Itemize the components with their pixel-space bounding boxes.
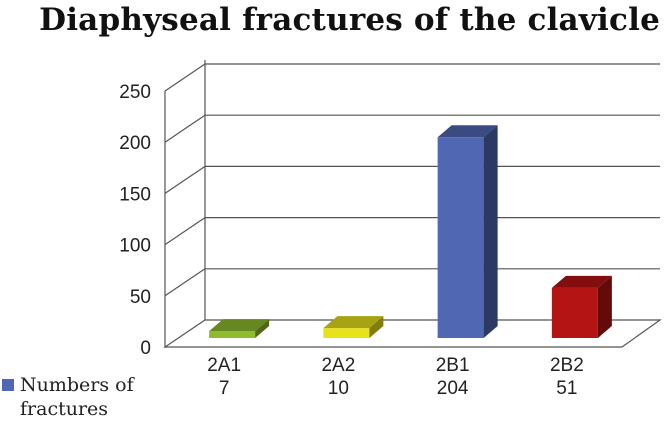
bar-side	[255, 319, 270, 338]
gridline-side	[164, 165, 206, 194]
y-tick-label: 100	[119, 236, 151, 257]
x-tick-label: 2B1	[436, 355, 470, 376]
gridline-side	[164, 63, 206, 92]
legend-label: Numbers of fractures	[20, 374, 134, 420]
bar-top	[209, 319, 270, 332]
gridline-side	[164, 114, 206, 143]
floor	[163, 319, 662, 348]
bar-side	[597, 275, 612, 338]
bar-side	[483, 125, 498, 338]
y-tick-label: 150	[119, 184, 151, 205]
bar-front	[323, 328, 370, 338]
bar	[323, 316, 384, 338]
bar	[551, 275, 612, 338]
y-tick-label: 250	[119, 82, 151, 103]
bar-front	[551, 287, 598, 338]
y-tick-label: 200	[119, 133, 151, 154]
bar-top	[437, 125, 498, 138]
data-label: 10	[328, 378, 349, 399]
y-tick-label: 50	[130, 287, 151, 308]
gridline-side	[164, 268, 206, 297]
gridline-side	[164, 217, 206, 246]
data-label: 204	[437, 378, 469, 399]
bar	[437, 125, 498, 338]
bar-top	[323, 316, 384, 329]
chart-title: Diaphyseal fractures of the clavicle	[39, 2, 660, 38]
legend-swatch	[2, 379, 14, 391]
data-label: 51	[556, 378, 577, 399]
bar-top	[551, 275, 612, 288]
bar	[209, 319, 270, 338]
y-tick-label: 0	[140, 338, 151, 359]
bar-side	[369, 316, 384, 338]
x-tick-label: 2A2	[321, 355, 355, 376]
data-label: 7	[219, 378, 230, 399]
bar-front	[209, 331, 256, 338]
x-tick-label: 2B2	[550, 355, 584, 376]
bar-front	[437, 137, 484, 338]
x-tick-label: 2A1	[207, 355, 241, 376]
